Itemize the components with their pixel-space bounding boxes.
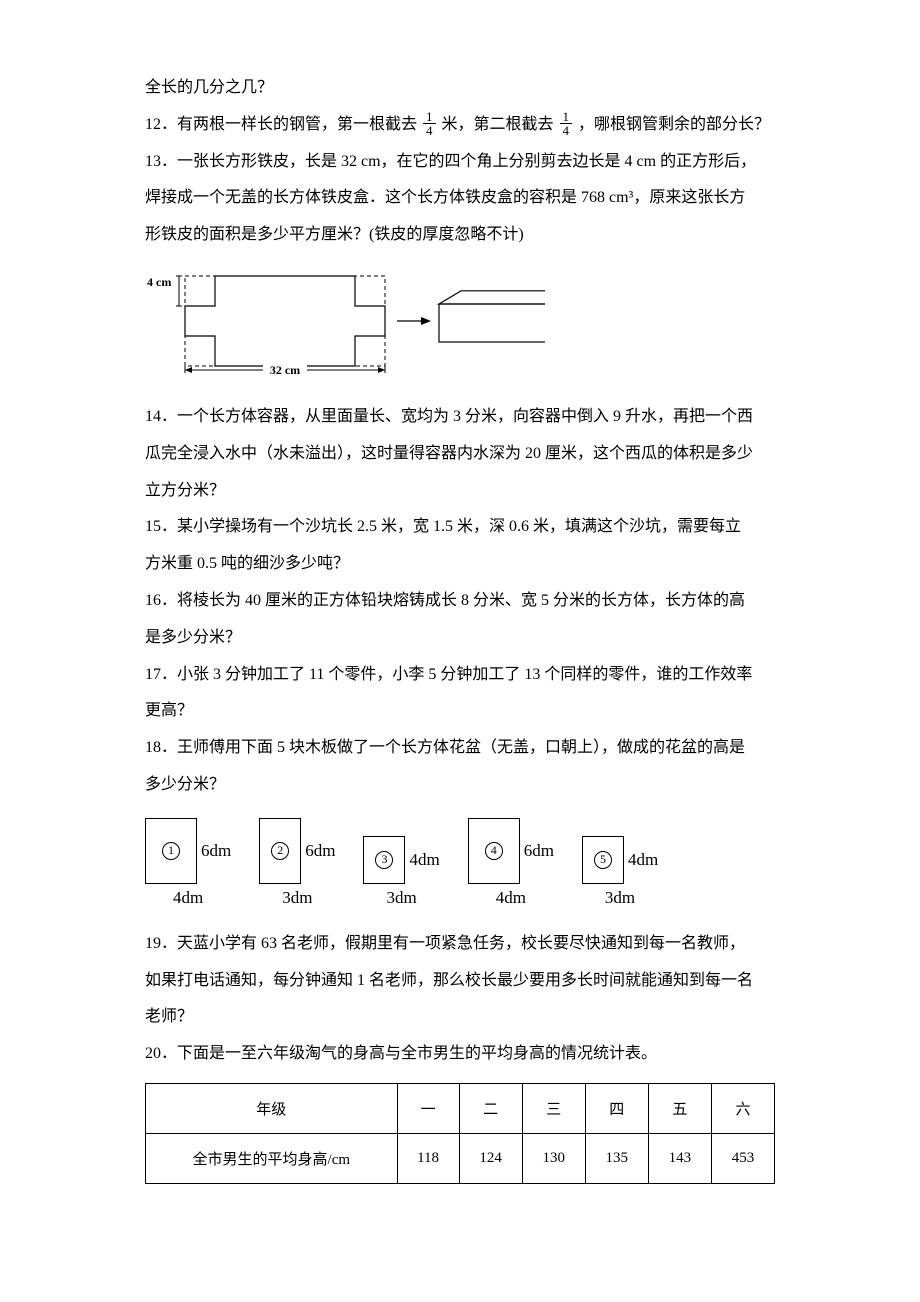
- q12: 12．有两根一样长的钢管，第一根截去 1 4 米，第二根截去 1 4 ，哪根钢管…: [145, 107, 775, 144]
- panel-width-label: 3dm: [599, 888, 641, 908]
- fraction-1-4: 1 4: [423, 110, 436, 137]
- table-cell: 124: [459, 1133, 522, 1183]
- panel-height-label: 4dm: [409, 850, 439, 870]
- panel: 4 6dm 4dm: [468, 818, 554, 908]
- q20-table: 年级 一 二 三 四 五 六 全市男生的平均身高/cm 118 124 130 …: [145, 1083, 775, 1184]
- table-cell: 四: [585, 1083, 648, 1133]
- q18-line1: 18．王师傅用下面 5 块木板做了一个长方体花盆（无盖，口朝上），做成的花盆的高…: [145, 730, 775, 767]
- table-cell: 453: [711, 1133, 774, 1183]
- q11-continuation: 全长的几分之几？: [145, 70, 775, 107]
- panel-number-icon: 4: [485, 842, 503, 860]
- q13-diagram: 4 cm 32 cm: [145, 266, 775, 381]
- q13-line2: 焊接成一个无盖的长方体铁皮盒．这个长方体铁皮盒的容积是 768 cm³，原来这张…: [145, 180, 775, 217]
- panel: 3 4dm 3dm: [363, 836, 439, 908]
- q16-line2: 是多少分米？: [145, 620, 775, 657]
- table-cell: 全市男生的平均身高/cm: [146, 1133, 398, 1183]
- q14-line2: 瓜完全浸入水中（水未溢出），这时量得容器内水深为 20 厘米，这个西瓜的体积是多…: [145, 436, 775, 473]
- table-cell: 118: [397, 1133, 459, 1183]
- table-cell: 年级: [146, 1083, 398, 1133]
- panel-box: 3: [363, 836, 405, 884]
- q19-line2: 如果打电话通知，每分钟通知 1 名老师，那么校长最少要用多长时间就能通知到每一名: [145, 963, 775, 1000]
- q15-line2: 方米重 0.5 吨的细沙多少吨？: [145, 546, 775, 583]
- svg-text:4 cm: 4 cm: [147, 275, 171, 289]
- table-cell: 135: [585, 1133, 648, 1183]
- panel-box: 5: [582, 836, 624, 884]
- panel-width-label: 4dm: [162, 888, 214, 908]
- panel-width-label: 3dm: [276, 888, 318, 908]
- panel: 1 6dm 4dm: [145, 818, 231, 908]
- q18-line2: 多少分米？: [145, 767, 775, 804]
- q12-text-b: 米，第二根截去: [442, 116, 554, 133]
- panel: 2 6dm 3dm: [259, 818, 335, 908]
- table-cell: 130: [522, 1133, 585, 1183]
- panel: 5 4dm 3dm: [582, 836, 658, 908]
- denominator: 4: [423, 123, 436, 137]
- panel-width-label: 3dm: [381, 888, 423, 908]
- panel-number-icon: 2: [271, 842, 289, 860]
- q17-line1: 17．小张 3 分钟加工了 11 个零件，小李 5 分钟加工了 13 个同样的零…: [145, 657, 775, 694]
- numerator: 1: [560, 110, 573, 123]
- panel-number-icon: 3: [375, 851, 393, 869]
- panel-box: 1: [145, 818, 197, 884]
- table-cell: 六: [711, 1083, 774, 1133]
- q20: 20．下面是一至六年级淘气的身高与全市男生的平均身高的情况统计表。: [145, 1036, 775, 1073]
- panel-height-label: 6dm: [305, 841, 335, 861]
- fraction-1-4: 1 4: [560, 110, 573, 137]
- panel-height-label: 6dm: [524, 841, 554, 861]
- panel-height-label: 6dm: [201, 841, 231, 861]
- q14-line3: 立方分米？: [145, 473, 775, 510]
- numerator: 1: [423, 110, 436, 123]
- q12-text-a: 12．有两根一样长的钢管，第一根截去: [145, 116, 417, 133]
- table-row: 年级 一 二 三 四 五 六: [146, 1083, 775, 1133]
- table-cell: 二: [459, 1083, 522, 1133]
- q13-line3: 形铁皮的面积是多少平方厘米？(铁皮的厚度忽略不计): [145, 217, 775, 254]
- panel-width-label: 4dm: [485, 888, 537, 908]
- q12-text-c: ，哪根钢管剩余的部分长？: [578, 116, 770, 133]
- svg-text:32 cm: 32 cm: [270, 363, 300, 376]
- panel-box: 4: [468, 818, 520, 884]
- table-cell: 143: [648, 1133, 711, 1183]
- panel-number-icon: 1: [162, 842, 180, 860]
- q13-line1: 13．一张长方形铁皮，长是 32 cm，在它的四个角上分别剪去边长是 4 cm …: [145, 144, 775, 181]
- q15-line1: 15．某小学操场有一个沙坑长 2.5 米，宽 1.5 米，深 0.6 米，填满这…: [145, 509, 775, 546]
- q14-line1: 14．一个长方体容器，从里面量长、宽均为 3 分米，向容器中倒入 9 升水，再把…: [145, 399, 775, 436]
- table-row: 全市男生的平均身高/cm 118 124 130 135 143 453: [146, 1133, 775, 1183]
- panel-box: 2: [259, 818, 301, 884]
- q19-line3: 老师？: [145, 999, 775, 1036]
- table-cell: 一: [397, 1083, 459, 1133]
- q17-line2: 更高？: [145, 693, 775, 730]
- denominator: 4: [560, 123, 573, 137]
- table-cell: 五: [648, 1083, 711, 1133]
- q19-line1: 19．天蓝小学有 63 名老师，假期里有一项紧急任务，校长要尽快通知到每一名教师…: [145, 926, 775, 963]
- q16-line1: 16．将棱长为 40 厘米的正方体铅块熔铸成长 8 分米、宽 5 分米的长方体，…: [145, 583, 775, 620]
- net-and-box-svg: 4 cm 32 cm: [145, 266, 545, 376]
- panel-height-label: 4dm: [628, 850, 658, 870]
- q18-panels: 1 6dm 4dm 2 6dm 3dm 3 4dm 3dm 4 6dm 4dm 5 4dm 3dm: [145, 818, 775, 908]
- panel-number-icon: 5: [594, 851, 612, 869]
- table-cell: 三: [522, 1083, 585, 1133]
